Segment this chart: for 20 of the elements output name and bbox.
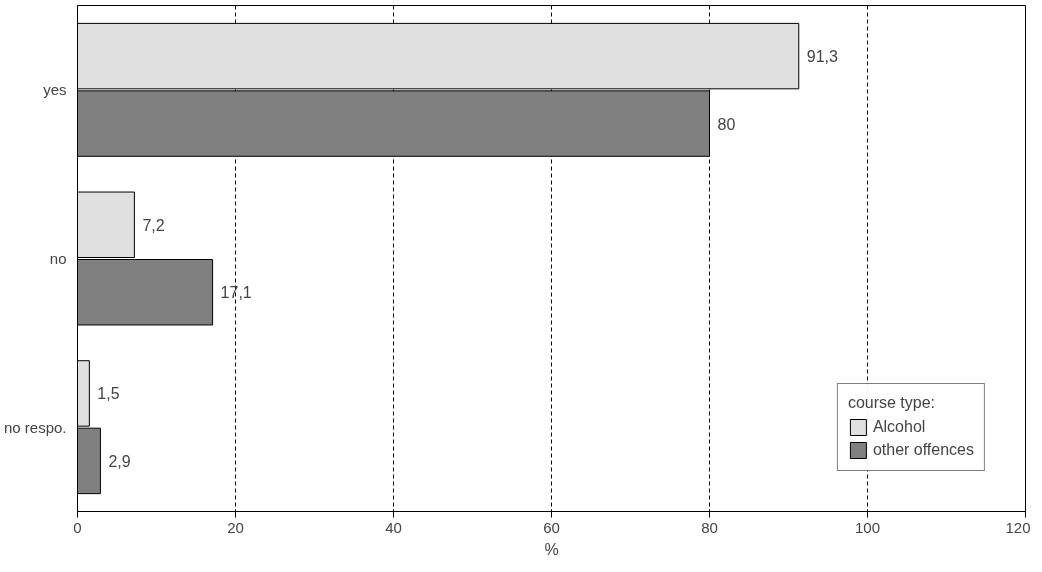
data-label: 2,9 <box>108 452 131 470</box>
legend-label: other offences <box>872 441 974 459</box>
y-tick-label: no <box>49 250 67 267</box>
x-tick-label: 0 <box>73 518 82 536</box>
legend-label: Alcohol <box>872 418 926 436</box>
data-label: 17,1 <box>220 284 252 302</box>
y-tick-label: no respo. <box>3 418 67 436</box>
legend-title: course type: <box>847 394 937 412</box>
x-tick-label: 60 <box>543 518 560 536</box>
x-tick-label: 40 <box>385 518 402 536</box>
x-tick-label: 120 <box>1005 518 1031 536</box>
x-tick-label: 20 <box>227 518 244 536</box>
data-label: 80 <box>717 115 736 133</box>
y-tick-label: yes <box>43 81 67 99</box>
x-axis-title: % <box>544 540 559 558</box>
data-label: 91,3 <box>806 48 839 66</box>
data-label: 7,2 <box>142 216 165 234</box>
data-label: 1,5 <box>97 385 120 403</box>
x-tick-label: 100 <box>854 518 881 536</box>
x-tick-label: 80 <box>701 518 718 536</box>
